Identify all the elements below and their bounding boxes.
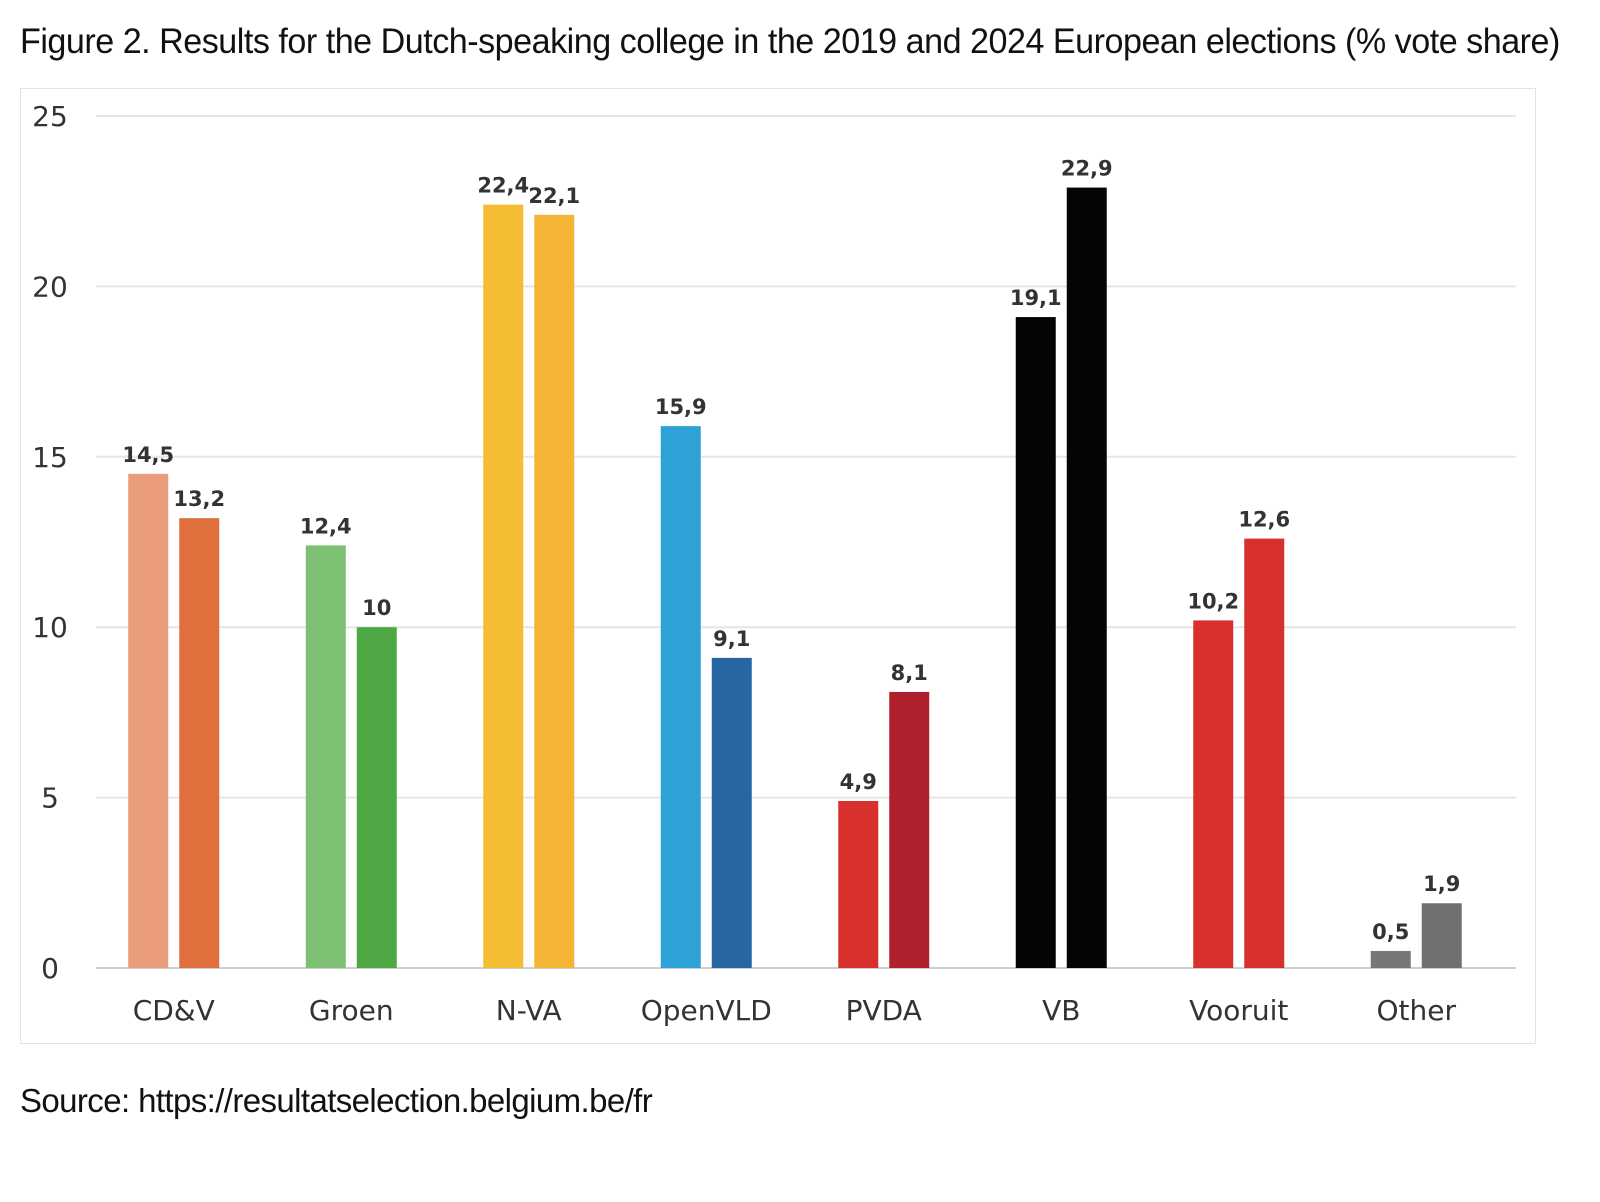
y-tick-label: 25 bbox=[32, 100, 68, 133]
y-tick-label: 20 bbox=[32, 270, 68, 303]
data-label: 10,2 bbox=[1187, 589, 1239, 613]
bar-pvda-series-2 bbox=[889, 691, 930, 968]
category-label: CD&V bbox=[133, 994, 215, 1027]
bar-groen-series-1 bbox=[305, 545, 346, 968]
y-axis-ticks: 0 5 10 15 20 25 bbox=[32, 100, 68, 985]
category-label: Vooruit bbox=[1189, 994, 1288, 1027]
bar-openvld-series-1 bbox=[660, 426, 701, 968]
bar-vooruit-series-2 bbox=[1244, 538, 1285, 968]
data-label: 13,2 bbox=[173, 487, 225, 511]
figure-title: Figure 2. Results for the Dutch-speaking… bbox=[20, 22, 1560, 61]
bar-other-series-2 bbox=[1421, 903, 1462, 968]
category-label: PVDA bbox=[846, 994, 922, 1027]
data-label: 15,9 bbox=[655, 395, 707, 419]
bar-chart: 0 5 10 15 20 25 14,5 13,2 12,4 10 22,4 22,1 15,9 9,1… bbox=[32, 100, 1516, 1027]
category-label: VB bbox=[1042, 994, 1080, 1027]
data-label: 22,1 bbox=[528, 184, 580, 208]
source-note: Source: https://resultatselection.belgiu… bbox=[20, 1082, 653, 1119]
category-label: Groen bbox=[309, 994, 394, 1027]
data-labels: 14,5 13,2 12,4 10 22,4 22,1 15,9 9,1 4,9 8,1 19,1 2… bbox=[122, 157, 1460, 944]
data-label: 14,5 bbox=[122, 443, 174, 467]
data-label: 9,1 bbox=[713, 627, 750, 651]
data-label: 10 bbox=[362, 596, 391, 620]
y-tick-label: 5 bbox=[41, 782, 59, 815]
bar-vb-series-1 bbox=[1015, 317, 1056, 968]
y-tick-label: 0 bbox=[41, 952, 59, 985]
data-label: 12,4 bbox=[300, 514, 352, 538]
bar-vb-series-2 bbox=[1066, 187, 1107, 968]
bar-cdv-series-1 bbox=[128, 473, 169, 968]
data-label: 12,6 bbox=[1238, 508, 1290, 532]
bar-nva-series-1 bbox=[483, 204, 524, 968]
data-label: 8,1 bbox=[891, 661, 928, 685]
bar-nva-series-2 bbox=[534, 214, 575, 968]
bar-openvld-series-2 bbox=[711, 657, 752, 968]
category-label: N-VA bbox=[496, 994, 562, 1027]
bar-cdv-series-2 bbox=[179, 518, 220, 968]
bar-groen-series-2 bbox=[356, 627, 397, 968]
x-axis-categories: CD&V Groen N-VA OpenVLD PVDA VB Vooruit Other bbox=[133, 994, 1457, 1027]
data-label: 19,1 bbox=[1010, 286, 1062, 310]
bar-vooruit-series-1 bbox=[1193, 620, 1234, 968]
data-label: 22,9 bbox=[1061, 157, 1113, 181]
y-tick-label: 10 bbox=[32, 611, 68, 644]
bar-other-series-1 bbox=[1370, 950, 1411, 968]
y-tick-label: 15 bbox=[32, 441, 68, 474]
data-label: 1,9 bbox=[1423, 872, 1460, 896]
category-label: OpenVLD bbox=[641, 994, 772, 1027]
data-label: 0,5 bbox=[1372, 920, 1409, 944]
category-label: Other bbox=[1376, 994, 1456, 1027]
data-label: 4,9 bbox=[840, 770, 877, 794]
bar-pvda-series-1 bbox=[838, 801, 879, 968]
bars bbox=[128, 187, 1462, 968]
data-label: 22,4 bbox=[477, 174, 529, 198]
